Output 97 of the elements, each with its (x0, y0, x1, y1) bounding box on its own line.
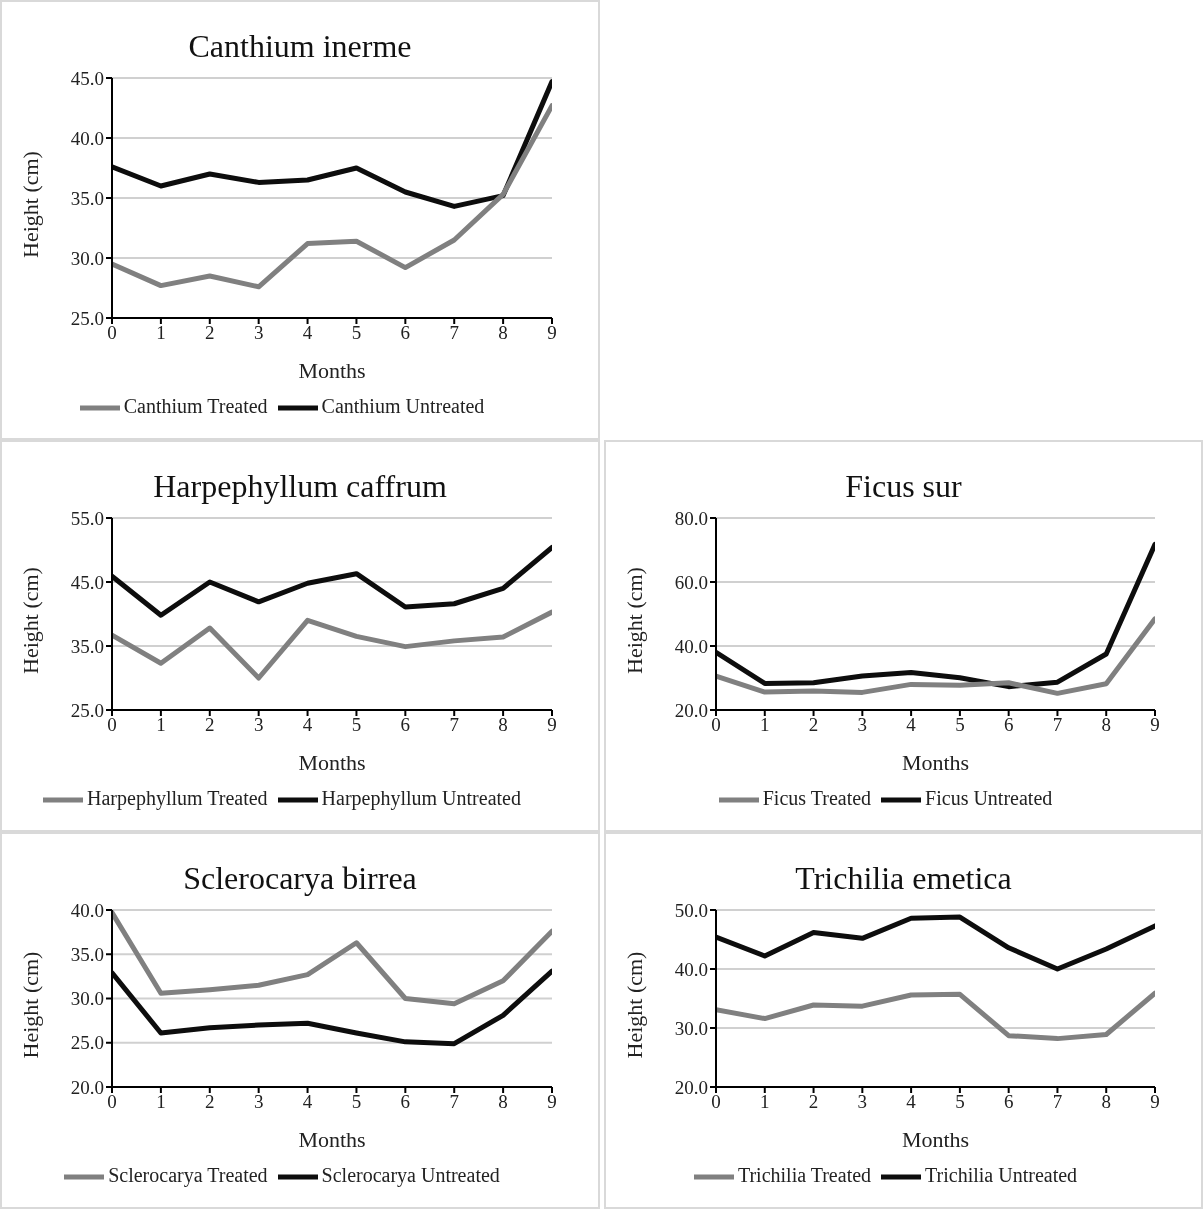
x-tick-label: 6 (400, 322, 411, 344)
y-tick-label: 30.0 (70, 247, 104, 269)
chart-title: Trichilia emetica (794, 860, 1013, 898)
y-tick-label: 25.0 (70, 699, 104, 721)
x-tick-label: 7 (1052, 1091, 1063, 1113)
x-tick-label: 7 (1052, 714, 1063, 736)
x-axis-title: Months (298, 750, 366, 775)
x-tick-label: 1 (156, 1091, 166, 1113)
x-tick-label: 8 (498, 1091, 508, 1113)
y-tick-label: 35.0 (70, 635, 104, 657)
x-axis-title: Months (901, 750, 970, 775)
y-tick-label: 20.0 (674, 699, 708, 721)
x-tick-label: 9 (1150, 1091, 1160, 1113)
y-tick-label: 80.0 (674, 507, 708, 529)
y-tick-label: 40.0 (70, 127, 104, 149)
legend-label: Ficus Untreated (925, 786, 1053, 809)
y-tick-label: 40.0 (674, 958, 708, 980)
legend-label: Harpephyllum Treated (87, 786, 268, 809)
x-axis-title: Months (298, 1127, 366, 1152)
y-tick-label: 55.0 (70, 507, 104, 529)
y-tick-label: 25.0 (70, 307, 104, 329)
y-axis-title: Height (cm) (17, 567, 43, 674)
x-tick-label: 4 (906, 714, 917, 736)
y-axis-title: Height (cm) (17, 951, 43, 1059)
x-tick-label: 5 (955, 1091, 965, 1113)
x-tick-label: 5 (351, 322, 362, 344)
y-tick-label: 30.0 (70, 988, 104, 1010)
x-tick-label: 8 (1101, 1091, 1111, 1113)
x-tick-label: 3 (857, 714, 868, 736)
legend-label: Harpephyllum Untreated (321, 786, 521, 809)
x-tick-label: 3 (253, 714, 264, 736)
chart-title: Harpephyllum caffrum (152, 468, 448, 506)
x-tick-label: 7 (449, 1091, 459, 1113)
x-tick-label: 8 (1101, 714, 1111, 736)
chart-title: Ficus sur (844, 468, 963, 506)
x-tick-label: 1 (760, 1091, 770, 1113)
y-tick-label: 35.0 (70, 187, 104, 209)
legend-label: Trichilia Untreated (925, 1163, 1078, 1186)
x-tick-label: 6 (400, 1091, 411, 1113)
x-tick-label: 9 (1150, 714, 1160, 736)
x-tick-label: 3 (253, 1091, 264, 1113)
x-tick-label: 2 (808, 714, 819, 736)
x-tick-label: 4 (302, 714, 313, 736)
x-tick-label: 1 (760, 714, 770, 736)
y-tick-label: 35.0 (70, 943, 104, 965)
x-tick-label: 2 (205, 1091, 215, 1113)
x-tick-label: 9 (547, 714, 557, 736)
y-tick-label: 20.0 (674, 1076, 708, 1098)
legend-label: Trichilia Treated (737, 1163, 872, 1186)
chart-title: Sclerocarya birrea (182, 860, 418, 898)
x-tick-label: 2 (205, 322, 215, 344)
x-tick-label: 0 (107, 714, 117, 736)
x-tick-label: 7 (449, 322, 459, 344)
x-tick-label: 6 (1003, 1091, 1014, 1113)
x-tick-label: 4 (906, 1091, 917, 1113)
x-tick-label: 0 (711, 714, 721, 736)
x-tick-label: 6 (400, 714, 411, 736)
x-tick-label: 5 (351, 714, 362, 736)
x-tick-label: 7 (449, 714, 459, 736)
legend-label: Canthium Treated (123, 394, 268, 417)
x-tick-label: 0 (107, 322, 117, 344)
y-axis-title: Height (cm) (621, 951, 647, 1059)
x-tick-label: 6 (1003, 714, 1014, 736)
x-tick-label: 5 (351, 1091, 362, 1113)
y-tick-label: 40.0 (70, 899, 104, 921)
x-tick-label: 9 (547, 322, 557, 344)
legend-label: Ficus Treated (762, 786, 872, 809)
x-axis-title: Months (298, 358, 366, 383)
x-tick-label: 0 (711, 1091, 721, 1113)
legend-label: Sclerocarya Treated (108, 1163, 268, 1186)
chart-title: Canthium inerme (187, 28, 413, 66)
x-tick-label: 9 (547, 1091, 557, 1113)
x-tick-label: 0 (107, 1091, 117, 1113)
x-tick-label: 1 (156, 322, 166, 344)
x-tick-label: 4 (302, 1091, 313, 1113)
y-tick-label: 60.0 (674, 571, 708, 593)
x-tick-label: 1 (156, 714, 166, 736)
y-tick-label: 30.0 (674, 1017, 708, 1039)
x-tick-label: 2 (808, 1091, 819, 1113)
y-tick-label: 45.0 (70, 67, 104, 89)
x-tick-label: 5 (955, 714, 965, 736)
y-axis-title: Height (cm) (17, 151, 43, 258)
legend-label: Canthium Untreated (321, 394, 485, 417)
x-tick-label: 8 (498, 322, 508, 344)
x-axis-title: Months (901, 1127, 970, 1152)
y-tick-label: 40.0 (674, 635, 708, 657)
x-tick-label: 3 (253, 322, 264, 344)
y-axis-title: Height (cm) (621, 567, 647, 674)
x-tick-label: 3 (857, 1091, 868, 1113)
x-tick-label: 4 (302, 322, 313, 344)
legend-label: Sclerocarya Untreated (321, 1163, 500, 1186)
y-tick-label: 20.0 (70, 1076, 104, 1098)
x-tick-label: 8 (498, 714, 508, 736)
y-tick-label: 45.0 (70, 571, 104, 593)
y-tick-label: 25.0 (70, 1032, 104, 1054)
x-tick-label: 2 (205, 714, 215, 736)
y-tick-label: 50.0 (674, 899, 708, 921)
